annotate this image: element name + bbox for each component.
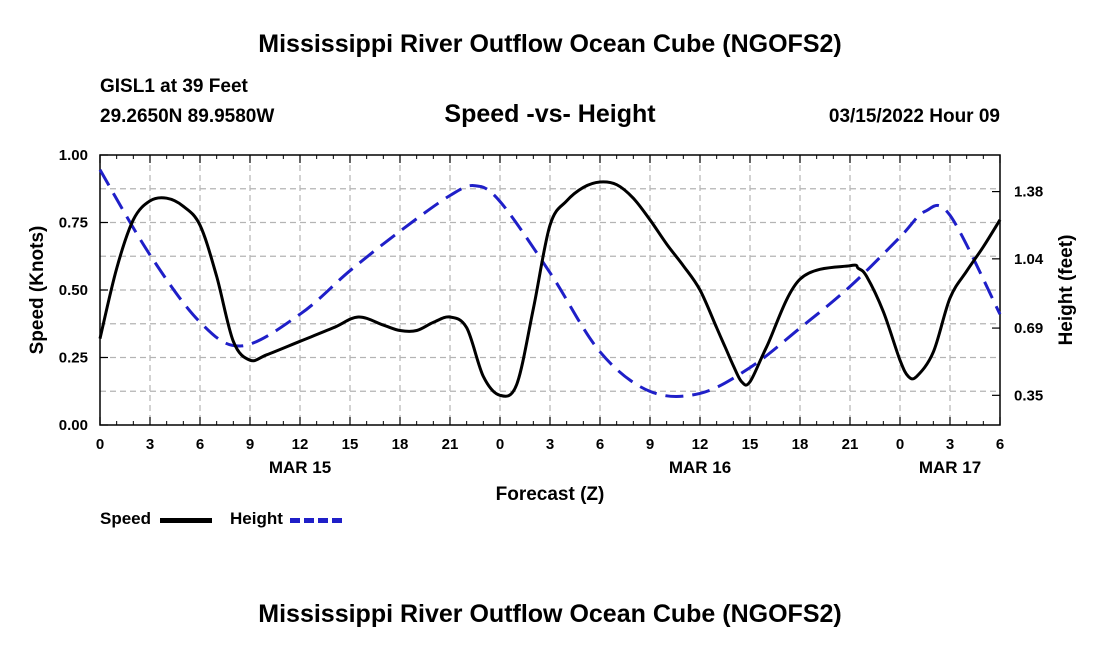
speed-series-line [98, 180, 1002, 398]
x-tick-label: 3 [546, 436, 554, 453]
legend-height-label: Height [230, 509, 283, 528]
x-tick-label: 12 [292, 436, 309, 453]
date-label: MAR 17 [919, 458, 981, 477]
x-tick-label: 0 [896, 436, 904, 453]
y2-axis-label: Height (feet) [1056, 235, 1077, 346]
x-tick-label: 9 [246, 436, 254, 453]
station-name: GISL1 at 39 Feet [100, 76, 248, 97]
x-tick-label: 21 [442, 436, 459, 453]
y-tick-label: 0.50 [59, 282, 88, 299]
date-label: MAR 16 [669, 458, 731, 477]
station-coordinates: 29.2650N 89.9580W [100, 106, 275, 127]
x-tick-label: 18 [392, 436, 409, 453]
y-tick-label: 0.00 [59, 417, 88, 434]
x-tick-label: 15 [742, 436, 759, 453]
y2-tick-label: 0.35 [1014, 387, 1043, 404]
x-tick-label: 0 [96, 436, 104, 453]
x-tick-label: 15 [342, 436, 359, 453]
legend-speed-swatch [160, 518, 212, 523]
x-tick-label: 6 [196, 436, 204, 453]
height-series-line [98, 169, 1002, 398]
y-axis-label: Speed (Knots) [27, 226, 48, 355]
x-tick-label: 3 [946, 436, 954, 453]
x-tick-label: 12 [692, 436, 709, 453]
legend-speed-label: Speed [100, 509, 152, 528]
y2-tick-label: 1.38 [1014, 184, 1043, 201]
y-tick-label: 0.25 [59, 350, 88, 367]
x-tick-label: 9 [646, 436, 654, 453]
x-tick-label: 3 [146, 436, 154, 453]
footer-title: Mississippi River Outflow Ocean Cube (NG… [258, 600, 842, 628]
x-tick-label: 6 [596, 436, 604, 453]
legend-height-swatch [290, 518, 342, 523]
x-tick-label: 0 [496, 436, 504, 453]
y2-tick-label: 1.04 [1014, 251, 1044, 268]
y-tick-label: 1.00 [59, 147, 88, 164]
date-label: MAR 15 [269, 458, 331, 477]
x-axis-label: Forecast (Z) [496, 484, 605, 505]
x-tick-label: 18 [792, 436, 809, 453]
y-tick-label: 0.75 [59, 215, 88, 232]
main-title: Mississippi River Outflow Ocean Cube (NG… [258, 30, 842, 58]
x-tick-label: 21 [842, 436, 859, 453]
x-tick-label: 6 [996, 436, 1004, 453]
y2-tick-label: 0.69 [1014, 320, 1043, 337]
chart-title: Speed -vs- Height [444, 100, 656, 128]
forecast-datetime: 03/15/2022 Hour 09 [828, 106, 1000, 127]
